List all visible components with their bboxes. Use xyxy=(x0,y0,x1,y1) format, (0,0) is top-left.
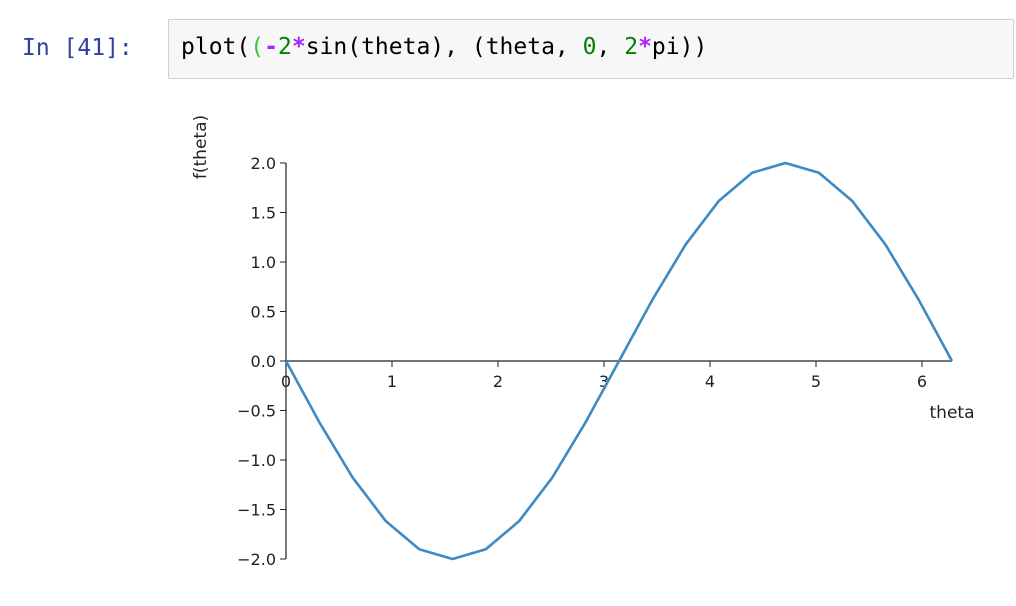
y-tick-label: 0.0 xyxy=(251,352,276,371)
line-chart: 2.0 1.5 1.0 0.5 0.0 −0.5 −1.0 −1.5 −2.0 0 1 2 3 4 5 6 t… xyxy=(191,115,975,569)
code-star: * xyxy=(291,34,306,60)
x-tick-label: 4 xyxy=(705,372,715,391)
x-tick-label: 1 xyxy=(387,372,397,391)
code-number-2: 2 xyxy=(277,34,292,60)
code-fn: plot( xyxy=(181,34,251,60)
y-tick-label: −0.5 xyxy=(237,402,276,421)
code-sin-call: sin(theta), (theta, xyxy=(305,34,583,60)
code-minus: - xyxy=(264,34,278,60)
y-tick-label: 1.0 xyxy=(251,253,276,272)
chart-series xyxy=(284,161,954,561)
y-tick-label: −1.5 xyxy=(237,501,276,520)
code-star-2: * xyxy=(638,34,652,60)
code-line: plot((-2*sin(theta), (theta, 0, 2*pi)) xyxy=(181,34,707,60)
chart-ticks: 2.0 1.5 1.0 0.5 0.0 −0.5 −1.0 −1.5 −2.0 0 1 2 3 4 5 6 xyxy=(237,154,927,569)
series-line xyxy=(284,161,954,561)
y-tick-label: 1.5 xyxy=(251,204,276,223)
code-number-0: 0 xyxy=(582,34,597,60)
code-number-2b: 2 xyxy=(624,34,639,60)
x-tick-label: 3 xyxy=(599,372,609,391)
x-tick-label: 5 xyxy=(811,372,821,391)
code-open-paren: ( xyxy=(250,34,265,60)
y-tick-label: −2.0 xyxy=(237,550,276,569)
cell-prompt: In [41]: xyxy=(22,35,133,61)
code-separator: , xyxy=(596,34,625,60)
code-cell-input[interactable]: plot((-2*sin(theta), (theta, 0, 2*pi)) xyxy=(168,19,1014,79)
y-tick-label: 0.5 xyxy=(251,303,276,322)
x-tick-label: 0 xyxy=(281,372,291,391)
output-plot: 2.0 1.5 1.0 0.5 0.0 −0.5 −1.0 −1.5 −2.0 0 1 2 3 4 5 6 t… xyxy=(190,100,990,584)
x-tick-label: 2 xyxy=(493,372,503,391)
y-axis-label: f(theta) xyxy=(191,115,211,179)
x-tick-label: 6 xyxy=(917,372,927,391)
y-tick-label: −1.0 xyxy=(237,451,276,470)
code-pi: pi)) xyxy=(651,34,708,60)
x-axis-label: theta xyxy=(930,403,975,423)
y-tick-label: 2.0 xyxy=(251,154,276,173)
